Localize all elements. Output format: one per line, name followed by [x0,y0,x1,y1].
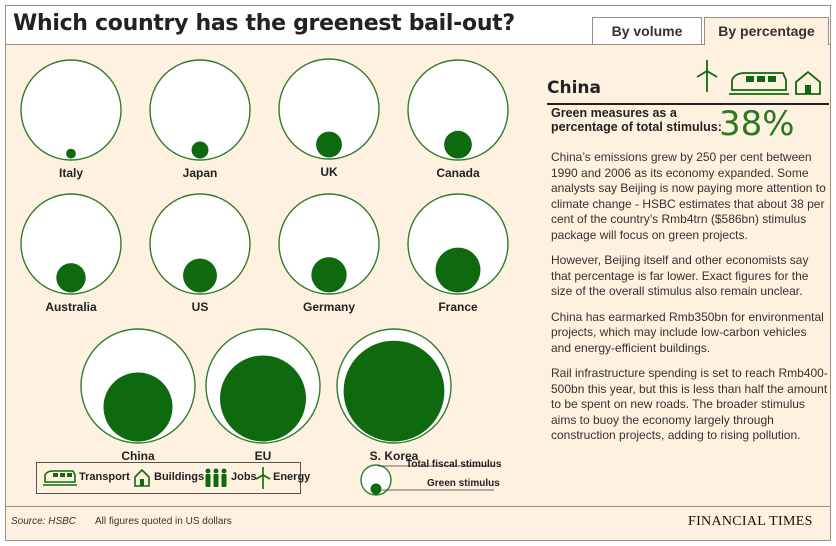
green-stimulus-circle [219,355,307,442]
green-stimulus-circle [103,372,173,442]
country-label: Japan [182,166,218,180]
total-stimulus-circle [149,59,251,161]
country-label: US [191,300,209,314]
currency-note: All figures quoted in US dollars [95,516,232,527]
country-label: S. Korea [369,449,419,463]
total-stimulus-circle [407,59,509,161]
house-icon [134,468,150,487]
green-stimulus-circle [56,263,86,293]
detail-country-name: China [547,78,601,98]
country-label: France [438,300,478,314]
country-label: Germany [302,300,356,314]
detail-paragraph: China has earmarked Rmb350bn for environ… [551,309,824,355]
train-icon [729,72,789,95]
green-stimulus-circle [435,247,481,293]
footer-divider [6,506,830,507]
green-measures-label: Green measures as a percentage of total … [551,106,722,134]
country-label: UK [320,165,338,179]
size-legend [360,464,494,496]
total-stimulus-circle [407,193,509,295]
wind-turbine-icon [696,60,718,92]
legend-energy-label: Energy [273,471,311,483]
green-stimulus-circle [183,258,217,293]
total-stimulus-circle [278,58,380,160]
legend-buildings-label: Buildings [154,471,205,483]
house-icon [795,70,821,95]
country-label: Australia [45,300,97,314]
green-stimulus-circle [66,148,76,159]
legend-total-label: Total fiscal stimulus [406,459,502,470]
header: Which country has the greenest bail-out?… [6,6,830,45]
wind-turbine-icon [255,467,271,489]
total-stimulus-circle [20,193,122,295]
legend-jobs-label: Jobs [231,471,257,483]
green-stimulus-circle [191,141,209,159]
total-stimulus-circle [149,193,251,295]
green-stimulus-circle [444,130,472,159]
detail-divider [547,103,829,105]
detail-text: China’s emissions grew by 250 per cent b… [551,150,829,454]
category-legend: Transport Buildings Jobs Energy [36,462,310,494]
train-icon [43,470,77,486]
total-stimulus-circle [278,193,380,295]
detail-paragraph: Rail infrastructure spending is set to r… [551,366,828,442]
green-percentage-value: 38% [719,104,795,144]
green-stimulus-circle [316,131,342,158]
country-label: EU [254,449,272,463]
workers-icon [205,468,227,487]
country-label: China [121,449,155,463]
detail-paragraph: However, Beijing itself and other econom… [551,253,809,298]
legend-transport-label: Transport [79,471,130,483]
bubble-chart [20,58,509,444]
tab-by-percentage[interactable]: By percentage [704,17,829,45]
legend-green-circle [370,483,382,495]
brand-logo: FINANCIAL TIMES [688,514,813,529]
total-stimulus-circle [20,59,122,161]
legend-total-circle [360,464,392,496]
legend-green-label: Green stimulus [427,478,500,489]
graphic-frame: Which country has the greenest bail-out?… [5,5,831,541]
tab-by-volume[interactable]: By volume [592,17,702,44]
source-note: Source: HSBC [11,516,77,527]
green-stimulus-circle [343,340,445,442]
country-label: Italy [58,166,83,180]
detail-paragraph: China’s emissions grew by 250 per cent b… [551,150,826,242]
page-title: Which country has the greenest bail-out? [13,11,515,36]
green-stimulus-circle [311,257,347,293]
country-label: Canada [436,166,480,180]
